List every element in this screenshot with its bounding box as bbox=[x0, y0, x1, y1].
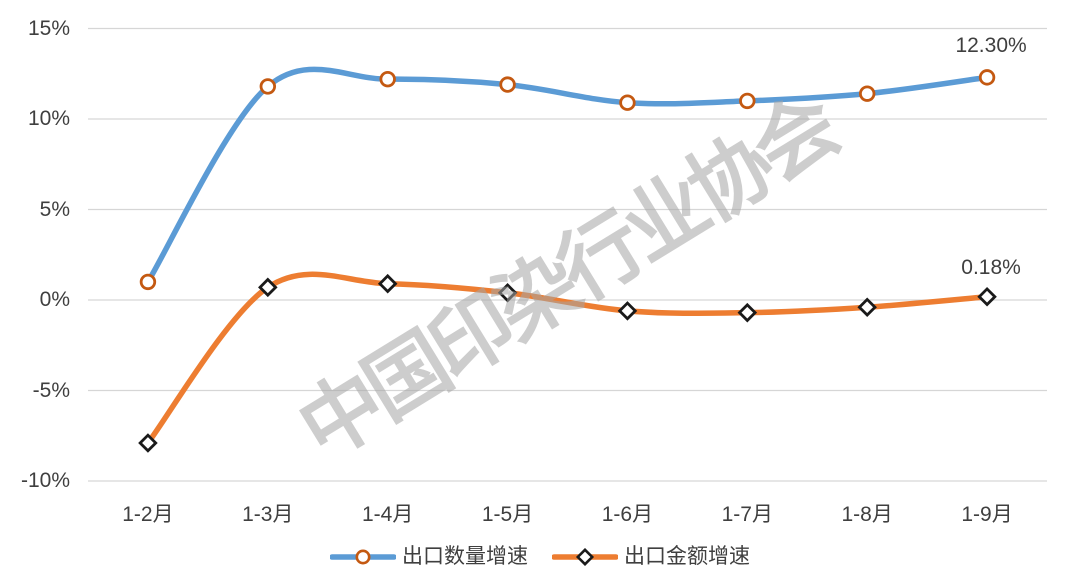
circle-marker-icon bbox=[739, 92, 756, 110]
circle-marker-icon bbox=[259, 78, 277, 95]
circle-marker-icon bbox=[379, 70, 396, 88]
y-axis-tick-label: 15% bbox=[27, 16, 70, 40]
diamond-marker-icon bbox=[857, 297, 877, 318]
diamond-marker-icon bbox=[377, 273, 398, 294]
series-end-label-amount: 0.18% bbox=[961, 255, 1021, 279]
legend-item-amount: 出口金额增速 bbox=[552, 544, 750, 570]
y-axis-tick-label: -10% bbox=[20, 469, 70, 492]
y-axis-tick-label: 0% bbox=[39, 288, 70, 311]
x-axis-tick-label: 1-9月 bbox=[961, 503, 1013, 526]
y-axis-tick-label: -5% bbox=[32, 378, 70, 402]
circle-marker-icon bbox=[499, 76, 516, 93]
legend-label: 出口数量增速 bbox=[402, 545, 528, 568]
x-axis-tick-label: 1-7月 bbox=[721, 503, 773, 526]
diamond-marker-icon bbox=[737, 302, 758, 323]
circle-marker-icon bbox=[978, 69, 996, 86]
diamond-marker-icon bbox=[575, 548, 595, 566]
series-line bbox=[145, 66, 990, 285]
diamond-marker-icon bbox=[138, 433, 158, 453]
diamond-marker-icon bbox=[977, 286, 997, 307]
chart-legend: 出口数量增速 出口金额增速 bbox=[0, 544, 1080, 570]
y-axis-tick-label: 10% bbox=[27, 107, 70, 130]
diamond-marker-icon bbox=[258, 277, 278, 298]
circle-marker-icon bbox=[619, 94, 636, 111]
legend-item-quantity: 出口数量增速 bbox=[330, 544, 528, 570]
circle-marker-icon bbox=[355, 549, 371, 565]
circle-marker-icon bbox=[858, 85, 876, 102]
series-end-label-quantity: 12.30% bbox=[955, 34, 1027, 58]
y-axis: 15% 10% 5% 0% -5% -10% bbox=[0, 0, 70, 582]
x-axis-tick-label: 1-3月 bbox=[242, 503, 294, 526]
circle-marker-icon bbox=[330, 549, 396, 565]
x-axis: 1-2月 1-3月 1-4月 1-5月 1-6月 1-7月 1-8月 1-9月 bbox=[88, 503, 1047, 527]
series-0 bbox=[139, 66, 996, 291]
x-axis-tick-label: 1-2月 bbox=[122, 503, 174, 526]
x-axis-tick-label: 1-6月 bbox=[601, 503, 654, 526]
series-1 bbox=[138, 271, 997, 453]
diamond-marker-icon bbox=[497, 282, 518, 303]
x-axis-tick-label: 1-8月 bbox=[841, 503, 893, 526]
x-axis-tick-label: 1-5月 bbox=[481, 503, 534, 526]
x-axis-tick-label: 1-4月 bbox=[362, 503, 414, 526]
y-axis-tick-label: 5% bbox=[39, 197, 70, 221]
circle-marker-icon bbox=[139, 273, 157, 291]
diamond-marker-icon bbox=[617, 301, 638, 321]
legend-label: 出口金额增速 bbox=[624, 545, 750, 568]
diamond-marker-icon bbox=[552, 548, 618, 566]
